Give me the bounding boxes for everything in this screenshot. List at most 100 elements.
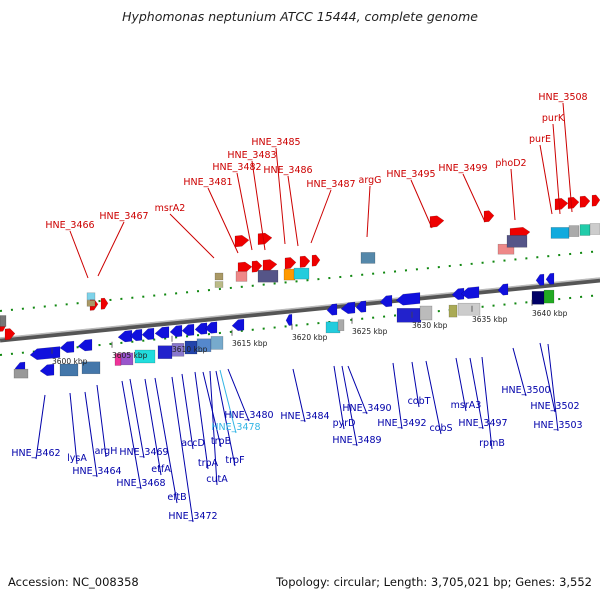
- reverse-gene-label-leader: [539, 342, 556, 413]
- forward-gene: [262, 259, 278, 272]
- forward-gene-label: HNE_3485: [251, 137, 300, 148]
- forward-gene-label: HNE_3483: [227, 150, 276, 161]
- reverse-gene-label-leader: [181, 373, 194, 450]
- reverse-gene: [194, 322, 208, 335]
- forward-gene-label: purE: [529, 134, 551, 145]
- reverse-gene-label-leader: [144, 378, 162, 476]
- reverse-gene: [460, 286, 480, 299]
- tick-label: 3620 kbp: [292, 333, 328, 342]
- reverse-gene-box: [337, 319, 345, 331]
- forward-gene-label-leader: [562, 102, 573, 213]
- reverse-gene-label: HNE_3489: [332, 435, 381, 446]
- reverse-gene: [39, 363, 55, 377]
- reverse-gene-label: cobT: [408, 396, 431, 407]
- reverse-gene: [545, 272, 555, 285]
- forward-gene-label-leader: [552, 123, 561, 215]
- forward-gene-label: argG: [359, 175, 382, 186]
- reverse-gene-label: rpmB: [479, 438, 505, 449]
- forward-gene: [483, 210, 495, 223]
- reverse-gene-label-leader: [411, 361, 420, 408]
- forward-gene-label-leader: [287, 175, 299, 247]
- forward-gene-label-leader: [539, 144, 553, 215]
- reverse-gene: [285, 314, 293, 326]
- reverse-gene-label: HNE_3490: [342, 403, 391, 414]
- reverse-gene-label: HNE_3480: [224, 410, 273, 421]
- reverse-gene-label: HNE_3478: [211, 422, 260, 433]
- reverse-gene-label-leader: [209, 370, 218, 486]
- forward-gene-label: purK: [542, 113, 565, 124]
- reverse-gene-label: HNE_3472: [168, 511, 217, 522]
- reverse-gene: [231, 318, 245, 331]
- forward-gene-label-leader: [236, 172, 253, 251]
- forward-gene-label: HNE_3508: [538, 92, 587, 103]
- reverse-gene-label: argH: [95, 446, 118, 457]
- forward-gene-box: [360, 252, 376, 264]
- reverse-gene-label: lysA: [67, 453, 87, 464]
- reverse-gene-label: accD: [181, 438, 205, 449]
- reverse-gene-label-leader: [469, 357, 484, 430]
- forward-gene-box: [506, 235, 528, 248]
- reverse-gene-box: [210, 336, 224, 350]
- forward-gene: [299, 255, 311, 268]
- reverse-gene-box: [419, 305, 433, 321]
- forward-gene-box: [214, 272, 224, 281]
- reverse-gene-label: trpA: [198, 458, 219, 469]
- forward-gene: [234, 235, 250, 248]
- forward-gene-label: HNE_3481: [183, 177, 232, 188]
- forward-gene: [257, 232, 273, 245]
- reverse-gene-label: HNE_3464: [72, 466, 121, 477]
- forward-gene-box: [0, 315, 7, 327]
- reverse-gene-box: [543, 289, 555, 304]
- forward-gene-label-leader: [310, 189, 332, 244]
- reverse-gene-label: msrA3: [451, 400, 482, 411]
- reverse-gene-label-leader: [547, 343, 559, 432]
- forward-gene-box: [589, 223, 600, 235]
- reverse-gene-label-leader: [292, 368, 306, 423]
- reverse-gene: [154, 326, 170, 339]
- reverse-gene: [59, 340, 75, 354]
- forward-gene-label-leader: [366, 185, 371, 238]
- tick-label: 3610 kbp: [172, 345, 208, 354]
- forward-gene-label: HNE_3466: [45, 220, 94, 231]
- reverse-gene-box: [171, 343, 185, 357]
- forward-gene-label-leader: [410, 179, 433, 229]
- forward-gene: [579, 195, 591, 208]
- tick-label: 3615 kbp: [232, 339, 268, 348]
- reverse-gene-label-leader: [227, 368, 250, 422]
- reverse-gene-label-leader: [215, 370, 236, 467]
- forward-gene-label: HNE_3482: [212, 162, 261, 173]
- forward-gene-box: [257, 269, 279, 283]
- reverse-gene: [395, 292, 421, 306]
- tick-label: 3625 kbp: [352, 327, 388, 336]
- reverse-gene: [77, 339, 93, 352]
- forward-gene-label-leader: [510, 168, 516, 221]
- forward-gene: [591, 194, 600, 207]
- reverse-gene-box: [13, 368, 29, 379]
- reverse-gene-label-leader: [129, 378, 145, 459]
- reverse-gene-label: HNE_3468: [116, 478, 165, 489]
- reverse-gene-label: HNE_3484: [280, 411, 329, 422]
- forward-gene-label-leader: [207, 187, 239, 254]
- forward-gene-box: [86, 292, 96, 301]
- forward-gene-label: HNE_3486: [263, 165, 312, 176]
- reverse-gene: [340, 301, 356, 314]
- reverse-gene-label-leader: [219, 369, 237, 434]
- reverse-gene: [181, 323, 195, 336]
- forward-gene-label-leader: [251, 160, 266, 251]
- forward-gene-label: HNE_3499: [438, 163, 487, 174]
- reverse-gene: [117, 330, 133, 343]
- accession-label: Accession: NC_008358: [8, 575, 139, 589]
- forward-gene-box: [214, 281, 224, 288]
- reverse-gene: [497, 283, 509, 296]
- forward-gene-label: HNE_3467: [99, 211, 148, 222]
- forward-gene-box: [550, 227, 570, 239]
- tick-label: 3635 kbp: [472, 315, 508, 324]
- reverse-gene-label-leader: [392, 362, 403, 430]
- reverse-gene-label-leader: [154, 377, 178, 504]
- reverse-gene-label: HNE_3469: [119, 447, 168, 458]
- forward-gene-label-leader: [275, 147, 286, 245]
- reverse-outer-guide: [0, 294, 600, 356]
- reverse-gene-label: eftB: [167, 492, 186, 503]
- genome-title: Hyphomonas neptunium ATCC 15444, complet…: [122, 9, 478, 24]
- reverse-gene-label-leader: [194, 371, 209, 470]
